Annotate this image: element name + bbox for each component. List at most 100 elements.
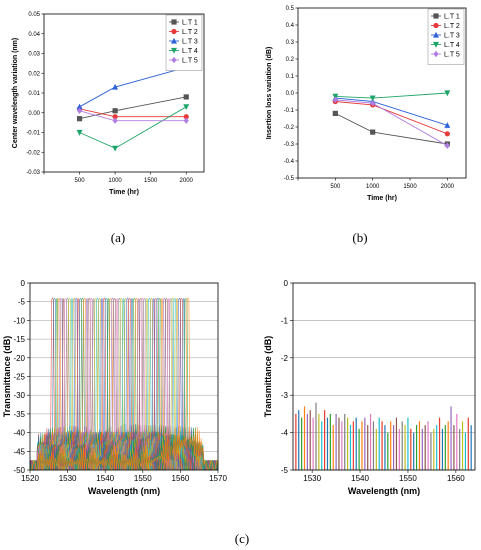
y-tick-label: 0.5 [286, 6, 295, 12]
y-tick-label: -20 [13, 354, 25, 363]
y-tick-label: -0.5 [284, 176, 295, 182]
x-tick-label: 1530 [303, 474, 321, 483]
x-tick-label: 500 [75, 178, 86, 184]
data-point [444, 90, 451, 97]
chart-c-spectrum: 1520 1530 1540 1550 1560 1570-50-45-40-35-30-… [2, 279, 227, 496]
y-tick-label: -2 [281, 354, 289, 363]
data-point [332, 96, 338, 103]
legend-marker [171, 47, 177, 54]
y-tick-label: -25 [13, 373, 25, 382]
legend-label: L.T 3 [182, 39, 198, 46]
legend-label: L.T 2 [444, 23, 460, 30]
legend-marker [433, 31, 439, 38]
legend-label: L.T 5 [182, 58, 198, 65]
x-tick-label: 1550 [134, 474, 152, 483]
y-tick-label: -5 [281, 466, 289, 475]
y-axis-label: Center wavelength variation (nm) [12, 38, 19, 148]
chart-b: 500 1000 1500 2000 -0.5 -0.4 -0.3 -0.2 -0.1 0.0 0.… [266, 6, 467, 202]
data-point [76, 107, 83, 114]
legend-label: L.T 2 [182, 29, 198, 36]
x-tick-label: 1550 [399, 474, 417, 483]
y-axis-label: Insertion loss variation (dB) [266, 47, 273, 140]
y-tick-label: -0.01 [26, 131, 40, 137]
data-point [332, 110, 338, 116]
x-tick-label: 1500 [144, 178, 158, 184]
legend-label: L.T 1 [182, 20, 198, 27]
legend-marker [433, 13, 439, 19]
y-tick-label: -3 [281, 391, 289, 400]
y-tick-label: 0.3 [286, 40, 295, 46]
y-tick-label: 0.1 [286, 74, 295, 80]
y-tick-label: 0.02 [28, 71, 40, 77]
data-point [183, 94, 189, 100]
x-tick-label: 1000 [366, 184, 380, 190]
y-axis-label: Transmittance (dB) [263, 336, 273, 418]
data-point [112, 145, 119, 152]
y-tick-label: -30 [13, 391, 25, 400]
x-axis-label: Wavelength (nm) [88, 486, 160, 496]
data-point [444, 131, 450, 137]
series-line [335, 101, 448, 135]
y-tick-label: -40 [13, 429, 25, 438]
legend-marker [171, 37, 177, 44]
y-tick-label: -15 [13, 335, 25, 344]
legend-label: L.T 4 [182, 48, 198, 55]
legend-marker [171, 19, 177, 25]
y-tick-label: -4 [281, 429, 289, 438]
channel-trace [29, 297, 219, 471]
x-tick-label: 500 [330, 184, 341, 190]
y-tick-label: -5 [18, 298, 26, 307]
data-point [112, 114, 118, 120]
x-tick-label: 2000 [180, 178, 194, 184]
legend-label: L.T 1 [444, 14, 460, 21]
y-tick-label: -0.4 [284, 159, 295, 165]
data-point [370, 129, 376, 135]
series-line [79, 106, 187, 149]
y-tick-label: 0 [21, 279, 26, 288]
x-tick-label: 1560 [447, 474, 465, 483]
legend-label: L.T 3 [444, 33, 460, 40]
chart-a: 500 1000 1500 2000 -0.03 -0.02 -0.01 0.00 0.01 0.… [12, 12, 205, 196]
y-tick-label: -0.2 [284, 125, 295, 131]
x-tick-label: 1560 [172, 474, 190, 483]
plot-frame [292, 282, 476, 471]
y-tick-label: -10 [13, 316, 25, 325]
chart-c-peaks: 1530 1540 1550 1560 -5 -4 -3 -2 -1 0 Wavelength (n… [263, 279, 476, 496]
series-line [335, 112, 448, 145]
y-tick-label: -1 [281, 316, 289, 325]
series-line [335, 99, 448, 147]
data-point [76, 103, 83, 110]
caption-c: (c) [235, 531, 249, 546]
y-tick-label: -35 [13, 410, 25, 419]
y-tick-label: 0.00 [28, 111, 40, 117]
data-point [369, 95, 376, 102]
y-tick-label: 0 [284, 279, 289, 288]
data-point [76, 116, 83, 122]
data-point [112, 83, 119, 90]
data-point [444, 122, 451, 128]
y-tick-label: 0.2 [286, 57, 295, 63]
legend-label: L.T 4 [444, 42, 460, 49]
data-point [370, 100, 376, 107]
caption-a: (a) [111, 230, 125, 245]
legend-marker [171, 28, 177, 35]
data-point [183, 117, 189, 124]
data-point [112, 117, 118, 124]
data-point [444, 142, 450, 149]
y-tick-label: 0.0 [286, 91, 295, 97]
data-point [76, 129, 83, 136]
x-tick-label: 1530 [59, 474, 77, 483]
y-tick-label: 0.03 [28, 52, 40, 58]
x-tick-label: 1520 [21, 474, 39, 483]
y-tick-label: -0.3 [284, 142, 295, 148]
legend-marker [433, 41, 439, 48]
x-tick-label: 1540 [96, 474, 114, 483]
x-axis-label: Time (hr) [109, 189, 139, 196]
x-tick-label: 1000 [108, 178, 122, 184]
legend-marker [433, 22, 439, 29]
y-axis-label: Transmittance (dB) [2, 336, 12, 418]
x-tick-label: 1540 [351, 474, 369, 483]
y-tick-label: -0.03 [26, 170, 40, 176]
x-tick-label: 1500 [403, 184, 417, 190]
